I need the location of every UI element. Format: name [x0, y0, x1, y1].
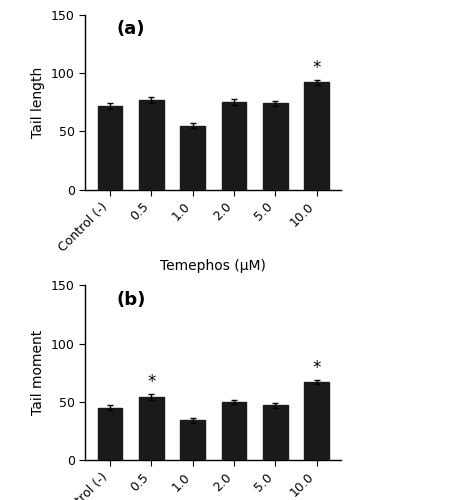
Text: *: * [312, 59, 321, 77]
Text: (a): (a) [116, 20, 145, 38]
Bar [304, 82, 329, 190]
Bar [180, 126, 205, 190]
X-axis label: Temephos (μM): Temephos (μM) [160, 260, 266, 274]
Y-axis label: Tail moment: Tail moment [31, 330, 46, 416]
Bar [139, 397, 164, 460]
Bar [221, 102, 246, 190]
Bar [139, 100, 164, 190]
Y-axis label: Tail length: Tail length [31, 66, 46, 138]
Bar [180, 420, 205, 460]
Bar [98, 408, 122, 460]
Bar [263, 406, 288, 460]
Bar [221, 402, 246, 460]
Bar [304, 382, 329, 460]
Text: *: * [147, 374, 155, 392]
Text: (b): (b) [116, 290, 146, 308]
Bar [98, 106, 122, 190]
Bar [263, 104, 288, 190]
Text: *: * [312, 359, 321, 377]
